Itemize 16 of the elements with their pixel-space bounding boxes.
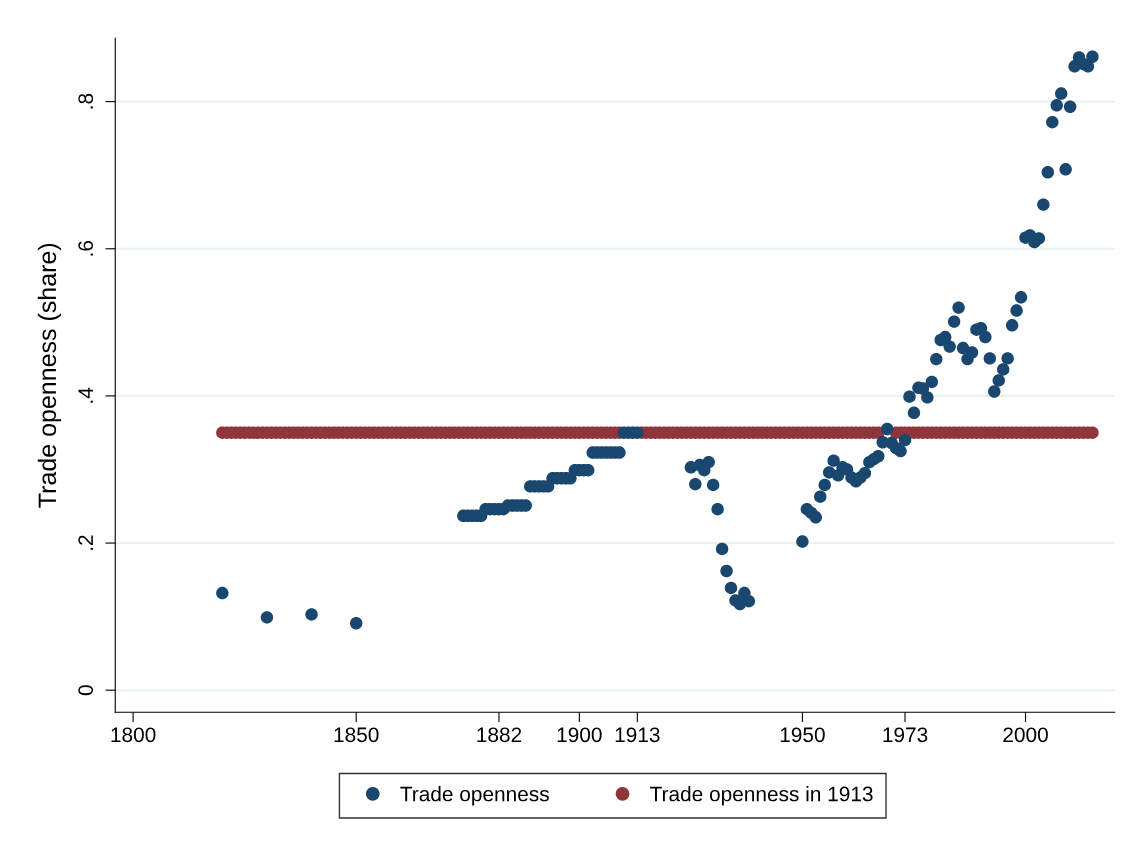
y-tick-label: .6 — [78, 240, 94, 256]
legend-label: Trade openness in 1913 — [650, 786, 873, 806]
x-tick-label: 1973 — [883, 727, 928, 743]
legend-label: Trade openness — [400, 786, 549, 806]
x-tick-label: 1882 — [477, 727, 522, 743]
x-tick-label: 1850 — [334, 727, 379, 743]
x-tick-label: 1900 — [557, 727, 602, 743]
x-tick-label: 1913 — [615, 727, 660, 743]
x-tick-label: 1800 — [111, 727, 156, 743]
y-tick-label: 0 — [78, 685, 94, 696]
y-axis-title: Trade openness (share) — [37, 243, 62, 508]
x-tick-label: 1950 — [780, 727, 825, 743]
x-tick-label: 2000 — [1003, 727, 1048, 743]
y-tick-label: .4 — [78, 387, 93, 403]
y-tick-label: .2 — [78, 535, 93, 550]
y-tick-label: .8 — [78, 93, 94, 109]
